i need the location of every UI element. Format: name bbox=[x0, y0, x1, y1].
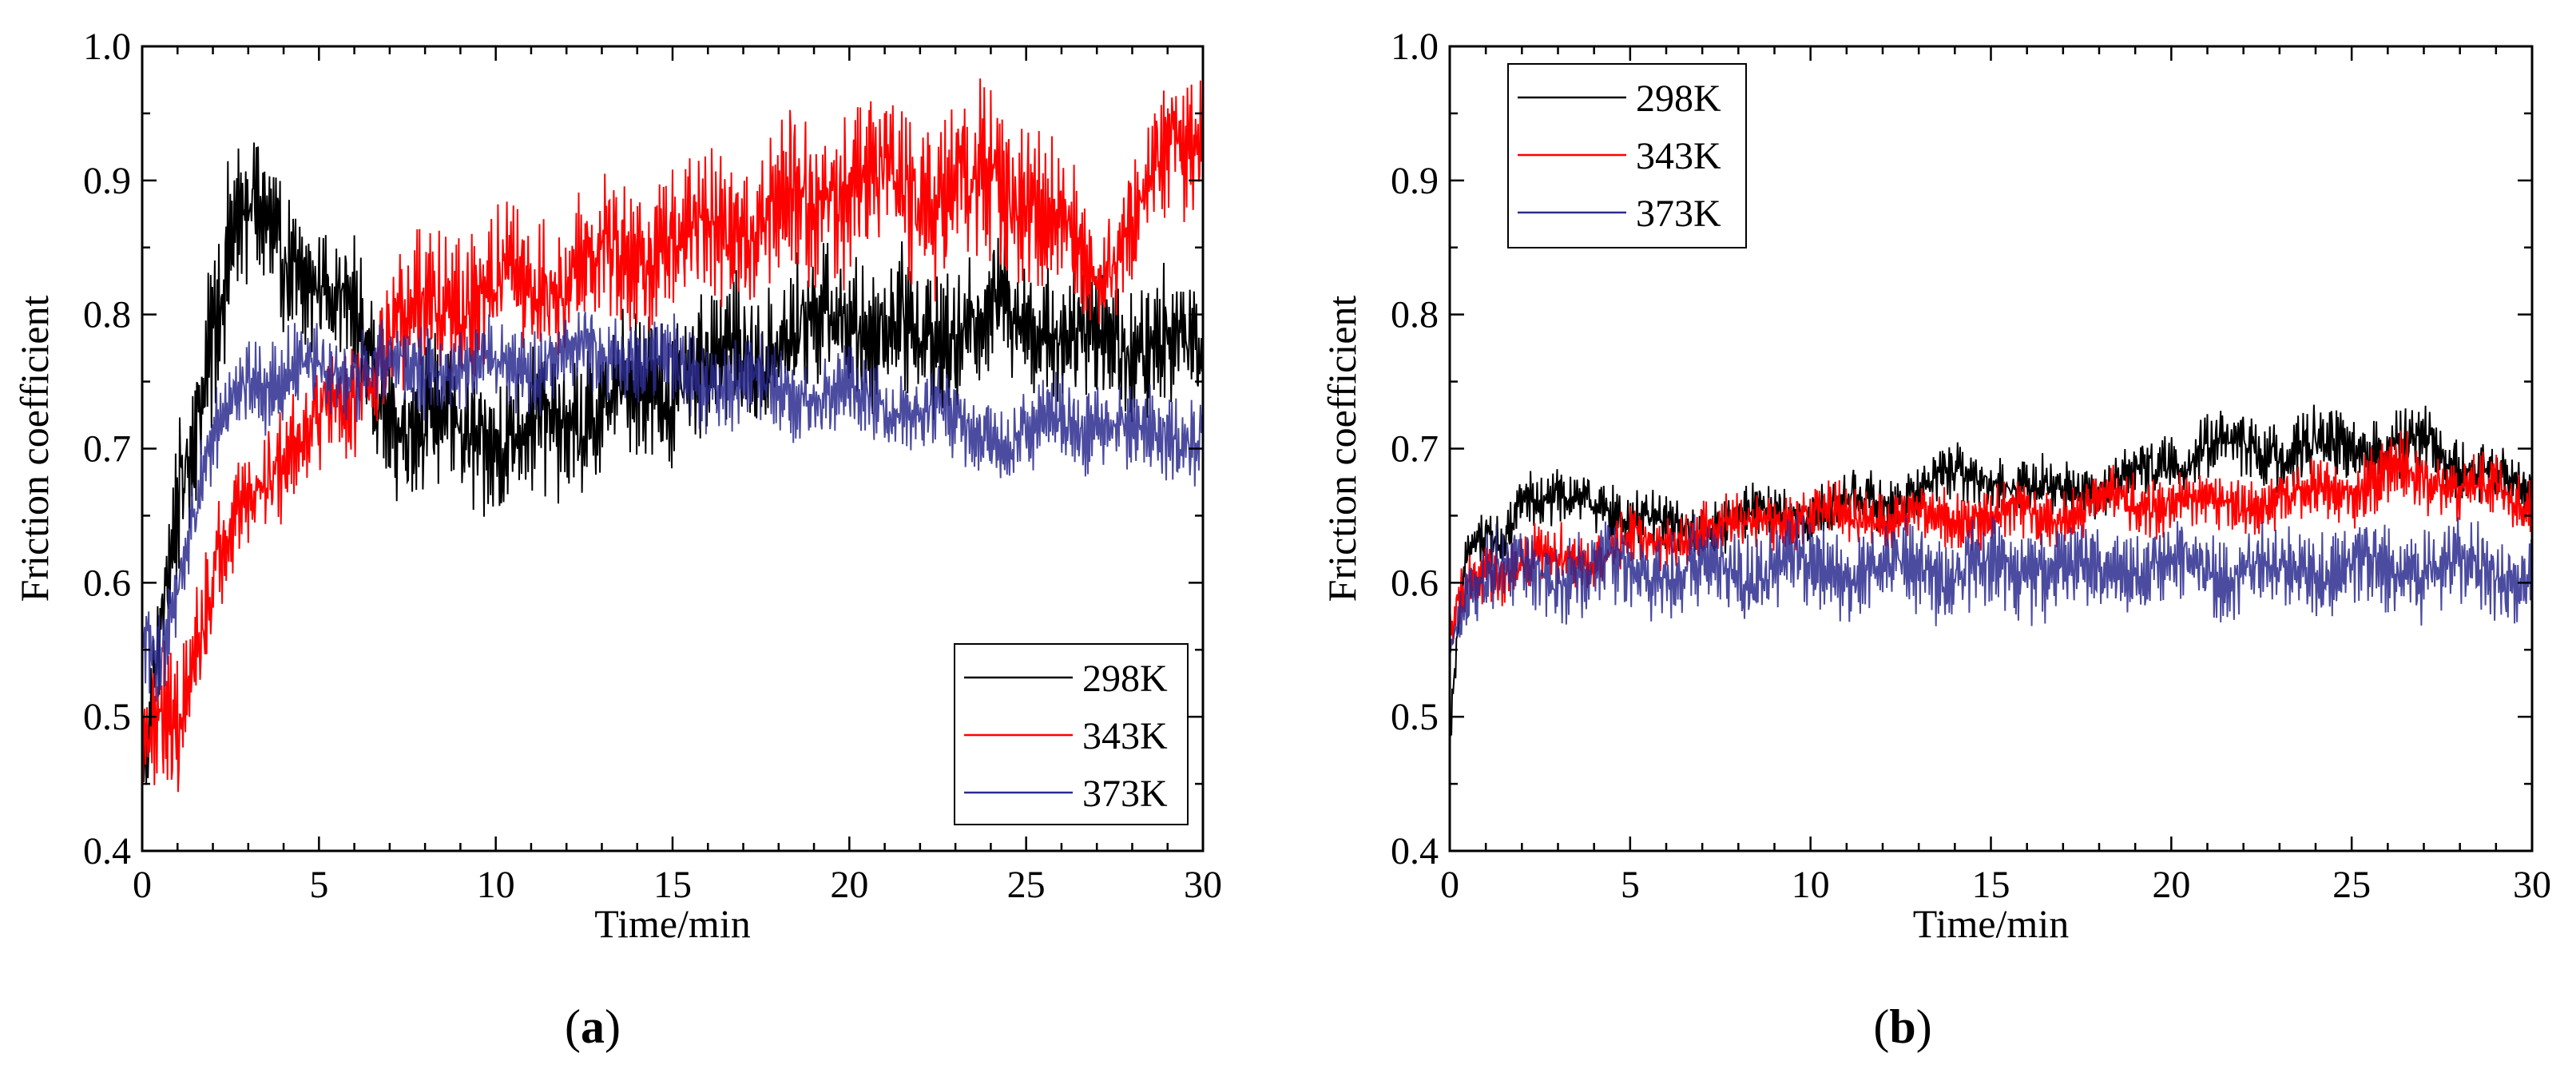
y-tick-label: 0.6 bbox=[83, 562, 131, 604]
legend-label-373K: 373K bbox=[1636, 193, 1721, 235]
y-tick-label: 0.9 bbox=[1391, 160, 1439, 202]
x-axis-label: Time/min bbox=[1913, 901, 2069, 946]
x-tick-label: 0 bbox=[133, 864, 152, 906]
x-tick-label: 10 bbox=[1792, 864, 1830, 906]
y-tick-label: 0.6 bbox=[1391, 562, 1439, 604]
x-tick-label: 0 bbox=[1440, 864, 1459, 906]
y-tick-label: 0.8 bbox=[83, 294, 131, 336]
x-tick-label: 15 bbox=[653, 864, 692, 906]
series-line-373K bbox=[1450, 513, 2532, 654]
y-tick-label: 0.5 bbox=[83, 696, 131, 738]
series-line-343K bbox=[142, 78, 1203, 793]
panel-label-a: (a) bbox=[565, 1000, 621, 1053]
panel-b-chart: 0 5 10 15 20 25 30 0.4 0.5 0.6 0.7 0.8 0.9 1.0 Time/mi… bbox=[1320, 26, 2551, 946]
y-tick-label: 1.0 bbox=[1391, 26, 1439, 68]
series-group bbox=[142, 78, 1203, 793]
x-tick-label: 20 bbox=[830, 864, 868, 906]
x-tick-label: 5 bbox=[309, 864, 328, 906]
y-tick-label: 0.8 bbox=[1391, 294, 1439, 336]
legend-label-343K: 343K bbox=[1636, 135, 1721, 177]
y-tick-label: 0.4 bbox=[83, 830, 131, 872]
legend-label-373K: 373K bbox=[1082, 773, 1168, 815]
y-tick-label: 0.5 bbox=[1391, 696, 1439, 738]
series-group bbox=[1450, 404, 2532, 740]
y-tick-label: 0.4 bbox=[1391, 830, 1439, 872]
panel-label-b-letter: b bbox=[1889, 1000, 1915, 1053]
legend-label-298K: 298K bbox=[1082, 658, 1168, 700]
series-line-343K bbox=[1450, 430, 2532, 644]
y-tick-label: 1.0 bbox=[83, 26, 131, 68]
y-axis-label: Friction coefficient bbox=[12, 296, 57, 602]
legend-label-343K: 343K bbox=[1082, 715, 1168, 757]
y-tick-label: 0.7 bbox=[1391, 428, 1439, 471]
x-tick-label: 15 bbox=[1972, 864, 2010, 906]
y-axis-label: Friction coefficient bbox=[1320, 296, 1364, 602]
series-line-298K bbox=[142, 142, 1203, 785]
legend: 298K 343K 373K bbox=[954, 643, 1189, 825]
panel-label-a-letter: a bbox=[581, 1000, 605, 1053]
legend-label-298K: 298K bbox=[1636, 77, 1721, 120]
x-tick-label: 25 bbox=[2332, 864, 2371, 906]
x-axis-label: Time/min bbox=[594, 901, 750, 946]
x-tick-label: 30 bbox=[2513, 864, 2551, 906]
x-tick-label: 25 bbox=[1007, 864, 1046, 906]
y-tick-label: 0.7 bbox=[83, 428, 131, 471]
x-tick-label: 30 bbox=[1184, 864, 1222, 906]
y-tick-label: 0.9 bbox=[83, 160, 131, 202]
panel-a-chart: 0 5 10 15 20 25 30 0.4 0.5 0.6 0.7 0.8 0.9 1.0 Time/mi… bbox=[12, 26, 1222, 946]
x-tick-label: 20 bbox=[2152, 864, 2190, 906]
x-tick-label: 10 bbox=[477, 864, 515, 906]
x-tick-label: 5 bbox=[1621, 864, 1640, 906]
series-line-373K bbox=[142, 312, 1203, 702]
legend: 298K 343K 373K bbox=[1507, 63, 1747, 248]
panel-label-b: (b) bbox=[1873, 1000, 1931, 1053]
